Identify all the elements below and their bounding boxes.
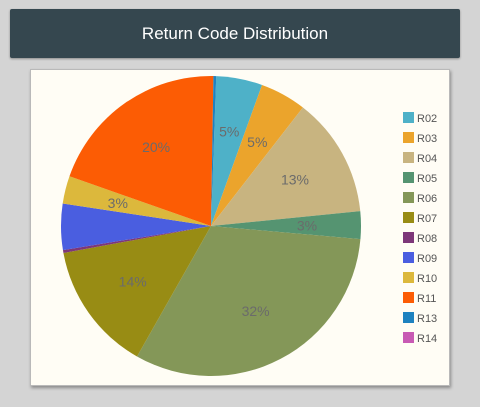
- pie-slice-r08[interactable]: [62, 226, 212, 253]
- legend-swatch-r08: [403, 232, 414, 243]
- chart-panel: 5% 5% 13% 3% 32% 14% 3% 20% R02 R03 R04 R05 R06 R07 R…: [30, 69, 450, 386]
- legend-label-r11[interactable]: R11: [417, 293, 436, 305]
- legend-swatch-r14: [403, 332, 414, 343]
- legend-label-r14[interactable]: R14: [417, 333, 437, 345]
- slice-label-r04: 13%: [281, 172, 309, 188]
- pie-slices: [60, 76, 362, 376]
- legend-label-r10[interactable]: R10: [417, 273, 437, 285]
- pie-slice-r04[interactable]: [211, 107, 361, 226]
- legend-swatch-r10: [403, 272, 414, 283]
- legend-swatch-r06: [403, 192, 414, 203]
- pie-slice-r02[interactable]: [211, 76, 263, 226]
- slice-label-r10: 3%: [108, 195, 128, 211]
- legend-label-r04[interactable]: R04: [417, 153, 437, 165]
- slice-label-r03: 5%: [247, 134, 267, 150]
- legend-swatch-r09: [403, 252, 414, 263]
- legend-label-r06[interactable]: R06: [417, 193, 437, 205]
- legend-swatch-r05: [403, 172, 414, 183]
- chart-title-bar: Return Code Distribution: [10, 9, 460, 58]
- legend-label-r07[interactable]: R07: [417, 213, 437, 225]
- pie-slice-r09[interactable]: [60, 203, 212, 251]
- legend-label-r03[interactable]: R03: [417, 133, 437, 145]
- legend-swatch-r03: [403, 132, 414, 143]
- chart-title: Return Code Distribution: [141, 23, 329, 43]
- pie-slice-r03[interactable]: [211, 84, 303, 226]
- pie-slice-r05[interactable]: [211, 211, 362, 240]
- legend-label-r09[interactable]: R09: [417, 253, 437, 265]
- legend-label-r02[interactable]: R02: [417, 113, 437, 125]
- slice-label-r06: 32%: [242, 303, 270, 319]
- legend-label-r08[interactable]: R08: [417, 233, 437, 245]
- pie-slice-r13[interactable]: [211, 76, 217, 227]
- slice-label-r05: 3%: [297, 218, 317, 234]
- pie-slice-r07[interactable]: [63, 226, 211, 357]
- pie-chart: 5%5%13%3%32%14%3%20% R02R03R04R05R06R07R…: [60, 76, 437, 376]
- legend-label-r13[interactable]: R13: [417, 313, 437, 325]
- slice-label-r07: 14%: [119, 274, 147, 290]
- pie-slice-r06[interactable]: [137, 226, 361, 376]
- slice-labels: 5% 5% 13% 3% 32% 14% 3% 20%: [108, 124, 317, 319]
- legend-swatch-r07: [403, 212, 414, 223]
- pie-slice-r10[interactable]: [62, 176, 211, 226]
- legend-swatch-r13: [403, 312, 414, 323]
- legend-label-r05[interactable]: R05: [417, 173, 437, 185]
- legend-swatch-r04: [403, 152, 414, 163]
- legend: R02 R03 R04 R05 R06 R07 R08 R09 R10 R11 R13 R14: [403, 112, 437, 345]
- legend-swatch-r02: [403, 112, 414, 123]
- slice-label-r02: 5%: [219, 124, 239, 140]
- pie-slice-r11[interactable]: [69, 76, 214, 227]
- legend-swatch-r11: [403, 292, 414, 303]
- slice-label-r11: 20%: [142, 139, 170, 155]
